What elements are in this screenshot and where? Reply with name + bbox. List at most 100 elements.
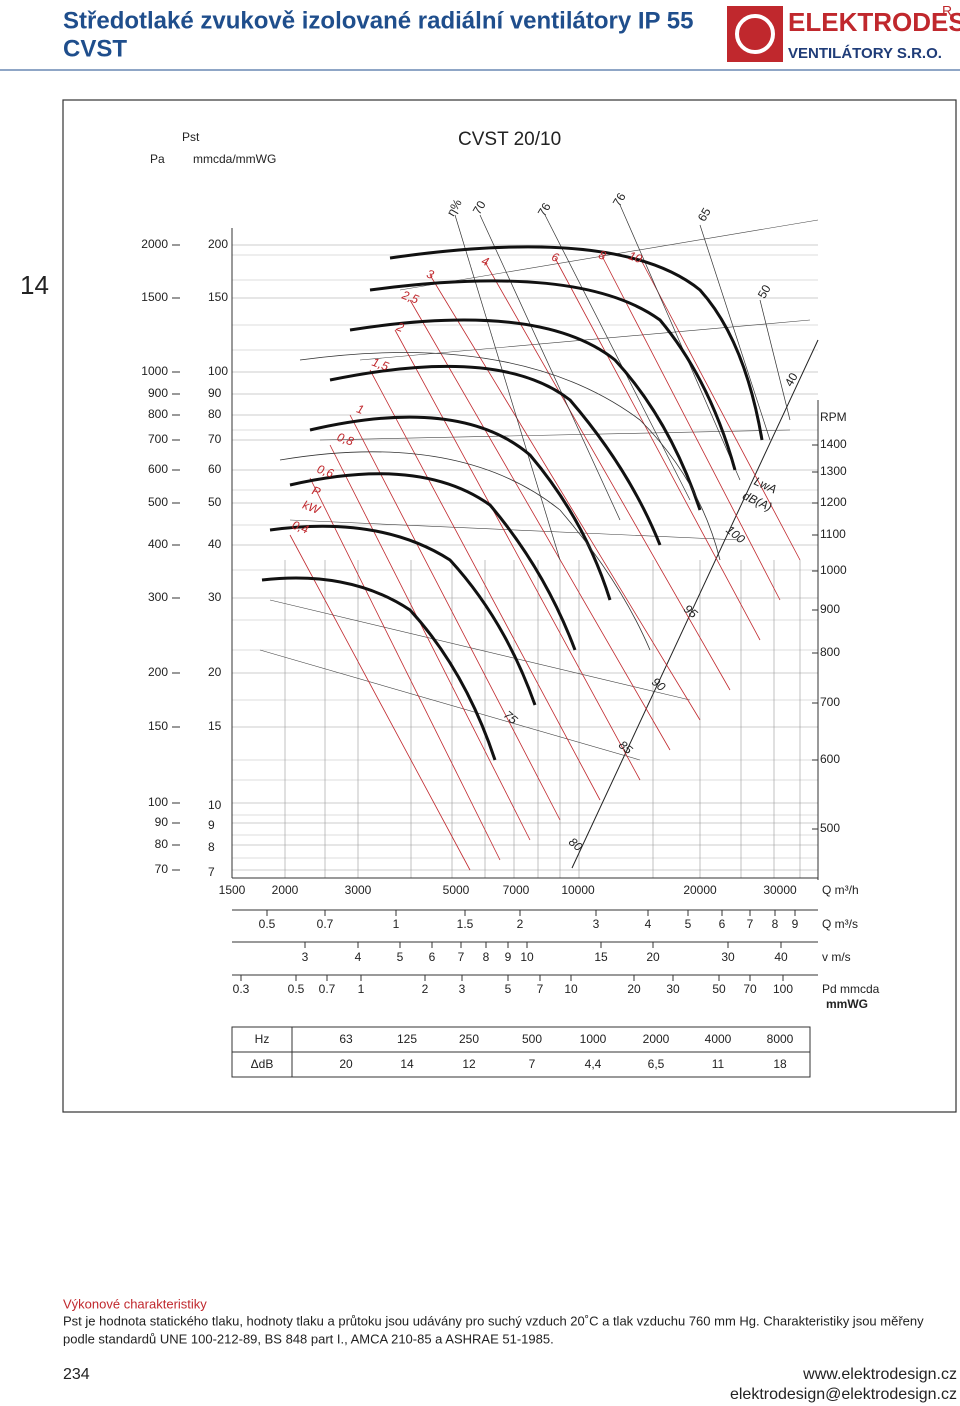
scale-tick-label: 3 bbox=[459, 982, 466, 996]
scale-tick-label: 40 bbox=[774, 950, 788, 964]
sound-line bbox=[359, 319, 811, 361]
scale-tick-label: 2 bbox=[422, 982, 429, 996]
fan-curve-thin bbox=[299, 352, 721, 561]
table-cell: 20 bbox=[339, 1057, 353, 1071]
table-cell: 12 bbox=[462, 1057, 476, 1071]
table-cell: 7 bbox=[529, 1057, 536, 1071]
scale-tick-label: 7 bbox=[537, 982, 544, 996]
scale-tick-label: 9 bbox=[505, 950, 512, 964]
scale-tick-label: 1.5 bbox=[457, 917, 474, 931]
rpm-tick-label: 800 bbox=[820, 645, 840, 659]
power-line bbox=[309, 477, 501, 861]
mmwg-tick-label: 40 bbox=[208, 537, 222, 551]
mmwg-tick-label: 90 bbox=[208, 386, 222, 400]
logo-registered: R bbox=[942, 3, 952, 19]
mmwg-tick-label: 150 bbox=[208, 290, 228, 304]
scale-tick-label: 1500 bbox=[219, 883, 246, 897]
mmwg-tick-label: 8 bbox=[208, 840, 215, 854]
efficiency-value: 65 bbox=[695, 205, 714, 224]
chart-frame bbox=[62, 99, 957, 1113]
mmwg-unit: mmcda/mmWG bbox=[193, 152, 276, 166]
logo-name: ELEKTRODESIGN bbox=[788, 7, 960, 37]
scale-unit: mmWG bbox=[826, 997, 868, 1011]
power-line bbox=[429, 274, 701, 721]
table-cell: ΔdB bbox=[251, 1057, 274, 1071]
scale-tick-label: 20 bbox=[627, 982, 641, 996]
pa-tick-label: 150 bbox=[148, 719, 168, 733]
power-line bbox=[369, 369, 601, 801]
table-cell: 250 bbox=[459, 1032, 479, 1046]
scale-label: v m/s bbox=[822, 950, 851, 964]
power-line bbox=[554, 257, 761, 641]
efficiency-value: 40 bbox=[782, 370, 801, 389]
scale-tick-label: 6 bbox=[719, 917, 726, 931]
fan-curve bbox=[329, 364, 662, 546]
mmwg-tick-label: 9 bbox=[208, 818, 215, 832]
scale-tick-label: 10 bbox=[520, 950, 534, 964]
table-cell: Hz bbox=[255, 1032, 270, 1046]
scale-label: Pd mmcda bbox=[822, 982, 880, 996]
scale-tick-label: 0.7 bbox=[317, 917, 334, 931]
sound-line bbox=[269, 599, 691, 701]
scale-tick-label: 3 bbox=[593, 917, 600, 931]
pa-tick-label: 300 bbox=[148, 590, 168, 604]
footer-text: podle standardů UNE 100-212-89, BS 848 p… bbox=[63, 1331, 554, 1346]
rpm-tick-label: 1400 bbox=[820, 437, 847, 451]
scale-tick-label: 4 bbox=[645, 917, 652, 931]
table-cell: 4000 bbox=[705, 1032, 732, 1046]
scale-tick-label: 5000 bbox=[443, 883, 470, 897]
mmwg-tick-label: 200 bbox=[208, 237, 228, 251]
power-line bbox=[639, 257, 801, 561]
rpm-tick-label: 1000 bbox=[820, 563, 847, 577]
scale-tick-label: 5 bbox=[685, 917, 692, 931]
fan-curve bbox=[369, 279, 737, 471]
logo-circle bbox=[735, 14, 775, 54]
pa-tick-label: 1500 bbox=[141, 290, 168, 304]
rpm-tick-label: 500 bbox=[820, 821, 840, 835]
scale-tick-label: 1 bbox=[358, 982, 365, 996]
scale-tick-label: 5 bbox=[505, 982, 512, 996]
power-value: 3 bbox=[425, 267, 436, 283]
power-value: 0,6 bbox=[315, 462, 336, 481]
page-subtitle: CVST bbox=[63, 35, 127, 62]
table-cell: 4,4 bbox=[585, 1057, 602, 1071]
power-line bbox=[349, 414, 561, 821]
boundary-line bbox=[571, 339, 819, 869]
logo: ELEKTRODESIGN R VENTILÁTORY S.R.O. bbox=[727, 3, 960, 62]
scale-tick-label: 3000 bbox=[345, 883, 372, 897]
page-title: Středotlaké zvukově izolované radiální v… bbox=[63, 7, 693, 34]
efficiency-value: 76 bbox=[535, 200, 554, 219]
scale-tick-label: 10 bbox=[564, 982, 578, 996]
pa-tick-label: 700 bbox=[148, 432, 168, 446]
pa-tick-label: 800 bbox=[148, 407, 168, 421]
mmwg-tick-label: 7 bbox=[208, 865, 215, 879]
rpm-tick-label: 900 bbox=[820, 602, 840, 616]
pressure-label: Pst bbox=[182, 130, 200, 144]
efficiency-line bbox=[759, 299, 791, 421]
mmwg-tick-label: 50 bbox=[208, 495, 222, 509]
power-line bbox=[484, 261, 731, 691]
power-line bbox=[601, 255, 781, 601]
sound-line bbox=[399, 219, 819, 291]
table-cell: 8000 bbox=[767, 1032, 794, 1046]
scale-tick-label: 3 bbox=[302, 950, 309, 964]
power-line bbox=[329, 444, 531, 841]
scale-tick-label: 2000 bbox=[272, 883, 299, 897]
power-value: 8 bbox=[597, 248, 608, 264]
pa-tick-label: 2000 bbox=[141, 237, 168, 251]
scale-tick-label: 15 bbox=[594, 950, 608, 964]
efficiency-label: η% bbox=[444, 196, 465, 218]
sound-line bbox=[319, 429, 791, 441]
page-number: 234 bbox=[63, 1366, 90, 1383]
power-value: 0,8 bbox=[335, 430, 356, 449]
scale-tick-label: 30 bbox=[666, 982, 680, 996]
sound-line bbox=[289, 519, 741, 541]
scale-tick-label: 0.5 bbox=[288, 982, 305, 996]
table-cell: 2000 bbox=[643, 1032, 670, 1046]
section-tab: 14 bbox=[20, 270, 49, 300]
table-cell: 500 bbox=[522, 1032, 542, 1046]
efficiency-value: 50 bbox=[755, 282, 774, 301]
model-title: CVST 20/10 bbox=[458, 129, 561, 150]
